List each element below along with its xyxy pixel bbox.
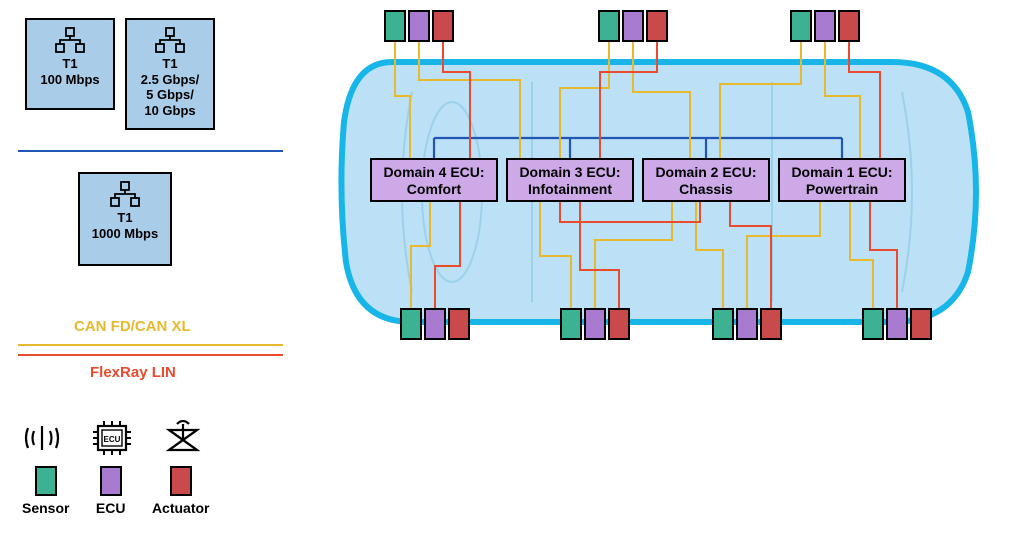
ecu-box [886,308,908,340]
domain-2-ecu: Domain 2 ECU: Chassis [642,158,770,202]
sensor-box [790,10,812,42]
actuator-box [448,308,470,340]
domain-3-ecu: Domain 3 ECU: Infotainment [506,158,634,202]
domain-3-l2: Infotainment [514,181,626,198]
sensor-box [384,10,406,42]
domain-4-ecu: Domain 4 ECU: Comfort [370,158,498,202]
actuator-box [838,10,860,42]
sensor-box [560,308,582,340]
domain-2-l1: Domain 2 ECU: [650,164,762,181]
sensor-box [598,10,620,42]
actuator-box [910,308,932,340]
actuator-box [646,10,668,42]
sensor-box [712,308,734,340]
sensor-box [862,308,884,340]
ecu-box [814,10,836,42]
domain-4-l2: Comfort [378,181,490,198]
ecu-box [424,308,446,340]
domain-3-l1: Domain 3 ECU: [514,164,626,181]
actuator-box [760,308,782,340]
ecu-box [408,10,430,42]
sensor-box [400,308,422,340]
domain-2-l2: Chassis [650,181,762,198]
domain-4-l1: Domain 4 ECU: [378,164,490,181]
domain-1-l1: Domain 1 ECU: [786,164,898,181]
ecu-box [622,10,644,42]
domain-1-ecu: Domain 1 ECU: Powertrain [778,158,906,202]
actuator-box [608,308,630,340]
wiring-layer [0,0,1024,560]
actuator-box [432,10,454,42]
ecu-box [584,308,606,340]
ecu-box [736,308,758,340]
domain-1-l2: Powertrain [786,181,898,198]
